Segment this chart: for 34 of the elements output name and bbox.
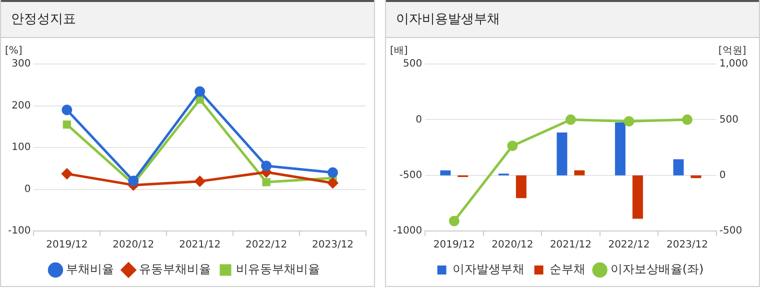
y-tick-label: 500 <box>402 58 422 70</box>
legend-label: 부채비율 <box>66 262 114 276</box>
x-tick-label: 2021/12 <box>179 240 221 251</box>
legend-label: 이자발생부채 <box>452 262 524 276</box>
y-tick-label: 0 <box>416 114 422 126</box>
y2-tick-label: 0 <box>719 170 726 181</box>
x-tick-label: 2023/12 <box>312 240 354 251</box>
x-tick-label: 2019/12 <box>46 240 88 251</box>
legend-label: 유동부채비율 <box>139 262 211 276</box>
y-tick-label: -100 <box>8 226 31 237</box>
x-tick-label: 2020/12 <box>112 240 154 251</box>
x-tick-label: 2020/12 <box>492 240 534 251</box>
y-tick-label: -500 <box>399 170 422 181</box>
chart-title: 이자비용발생부채 <box>386 0 759 38</box>
y-axis-title: [배] <box>390 46 408 57</box>
legend-label: 순부채 <box>549 262 586 276</box>
x-tick-label: 2022/12 <box>246 240 288 251</box>
y-tick-label: 200 <box>12 100 31 112</box>
y-tick-label: -1000 <box>392 226 422 237</box>
y-tick-label: 300 <box>12 58 31 70</box>
x-tick-label: 2021/12 <box>550 240 592 251</box>
y-axis-title: [%] <box>5 46 22 57</box>
legend-label: 이자보상배율(좌) <box>610 262 704 276</box>
legend-label: 비유동부채비율 <box>236 262 320 276</box>
y2-axis-title: [억원] <box>718 46 746 57</box>
y2-tick-label: 500 <box>719 114 738 126</box>
x-tick-label: 2019/12 <box>433 240 475 251</box>
chart-title: 안정성지표 <box>1 0 374 38</box>
y-tick-label: 0 <box>24 184 31 195</box>
x-tick-label: 2022/12 <box>608 240 650 251</box>
x-tick-label: 2023/12 <box>666 240 708 251</box>
y-tick-label: 100 <box>12 142 31 154</box>
y2-tick-label: 1,000 <box>719 58 748 70</box>
y2-tick-label: -500 <box>719 226 742 237</box>
